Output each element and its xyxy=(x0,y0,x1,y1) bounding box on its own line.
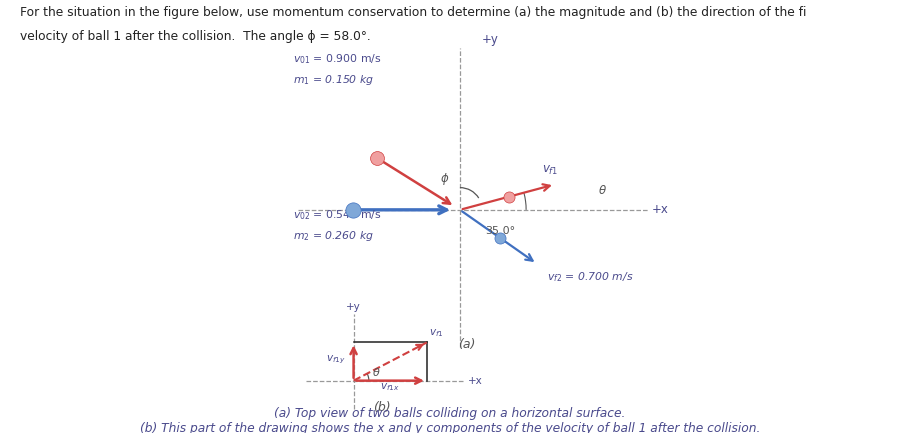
Text: (a) Top view of two balls colliding on a horizontal surface.: (a) Top view of two balls colliding on a… xyxy=(274,407,626,420)
Text: +y: +y xyxy=(346,302,361,312)
Text: θ: θ xyxy=(598,184,606,197)
Text: (b): (b) xyxy=(374,401,391,414)
Text: For the situation in the figure below, use momentum conservation to determine (a: For the situation in the figure below, u… xyxy=(20,6,806,19)
Text: +y: +y xyxy=(482,33,499,46)
Text: (a): (a) xyxy=(458,338,475,351)
Text: $v_{f2}$ = 0.700 m/s: $v_{f2}$ = 0.700 m/s xyxy=(547,270,634,284)
Text: ϕ: ϕ xyxy=(441,172,449,185)
Text: θ: θ xyxy=(373,368,380,378)
Text: (b) This part of the drawing shows the x and y components of the velocity of bal: (b) This part of the drawing shows the x… xyxy=(140,422,760,433)
Text: $m_1$ = 0.150 kg: $m_1$ = 0.150 kg xyxy=(293,73,374,87)
Text: $v_{f1y}$: $v_{f1y}$ xyxy=(326,354,346,366)
Text: 35.0°: 35.0° xyxy=(485,226,516,236)
Text: $v_{02}$ = 0.540 m/s: $v_{02}$ = 0.540 m/s xyxy=(293,208,382,222)
Text: $m_2$ = 0.260 kg: $m_2$ = 0.260 kg xyxy=(293,229,374,243)
Text: $v_{01}$ = 0.900 m/s: $v_{01}$ = 0.900 m/s xyxy=(293,52,382,65)
Text: velocity of ball 1 after the collision.  The angle ϕ = 58.0°.: velocity of ball 1 after the collision. … xyxy=(20,30,371,43)
Text: $v_{f1x}$: $v_{f1x}$ xyxy=(381,381,400,393)
Text: $v_{f1}$: $v_{f1}$ xyxy=(428,327,444,339)
Text: $v_{f1}$: $v_{f1}$ xyxy=(543,163,559,177)
Text: +x: +x xyxy=(468,376,483,386)
Text: +x: +x xyxy=(652,204,669,216)
